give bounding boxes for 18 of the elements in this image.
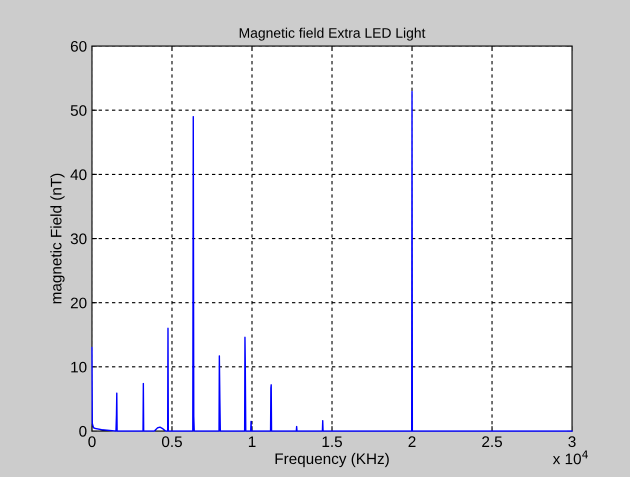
- y-tick-label: 50: [70, 105, 87, 116]
- y-tick-label: 40: [70, 169, 87, 180]
- y-tick-label: 20: [70, 298, 87, 308]
- y-tick-label: 60: [70, 40, 87, 52]
- x-tick-label: 0: [88, 436, 96, 448]
- x-tick-label: 1: [248, 436, 256, 447]
- x-axis-title: Frequency (KHz): [276, 452, 389, 468]
- x-tick-label: 0.5: [162, 436, 182, 448]
- text: x 10$^{4}$: [552, 450, 588, 464]
- x-tick-label: 2: [408, 436, 416, 447]
- x-tick-label: 1.5: [322, 436, 342, 448]
- x-tick-label: 2.5: [482, 436, 502, 448]
- y-tick-label: 30: [70, 233, 87, 244]
- y-tick-label: 10: [71, 362, 87, 373]
- x-tick-label: 3: [568, 436, 576, 448]
- chart-title: Magnetic field Extra LED Light: [240, 28, 426, 41]
- y-tick-label: 0: [79, 426, 87, 437]
- y-axis-title: magnetic Field (nT): [50, 174, 65, 304]
